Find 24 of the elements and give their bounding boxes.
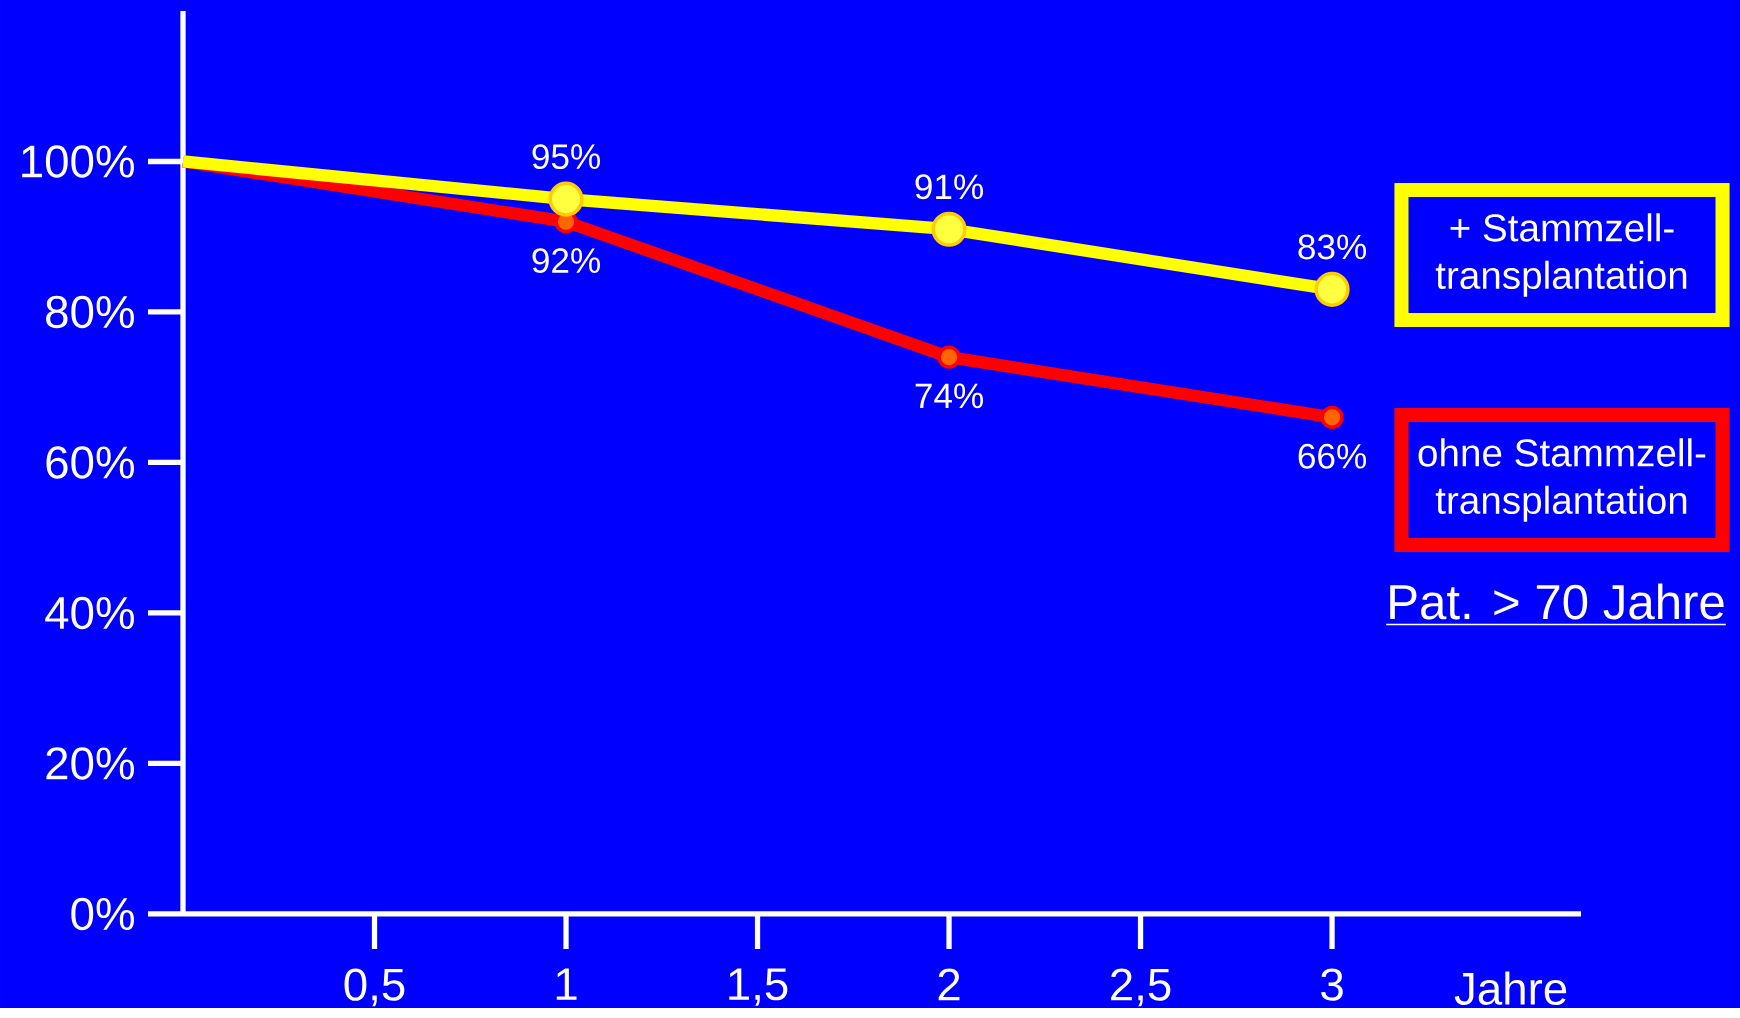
- y-tick-label: 0%: [71, 897, 134, 931]
- x-axis-title: Jahre: [1454, 971, 1567, 1005]
- data-label: 66%: [1298, 443, 1366, 469]
- data-label: 91%: [915, 174, 983, 200]
- text: ohne Stammzell-transplantation: [1418, 438, 1706, 522]
- x-tick-label: 3: [1321, 968, 1343, 1001]
- x-tick-label: 1: [556, 968, 577, 1000]
- x-tick-label: 2,5: [1111, 968, 1171, 1007]
- y-tick-label: 20%: [46, 747, 134, 780]
- point: [937, 345, 961, 369]
- annotation: Pat. > 70 Jahre: [1390, 583, 1724, 620]
- y-tick-label: 40%: [45, 596, 134, 630]
- y-tick-label: 80%: [46, 295, 134, 329]
- data-label: 95%: [532, 144, 600, 170]
- x-tick-label: 2: [938, 968, 960, 1001]
- point: [1320, 405, 1344, 429]
- y-tick-label: 100%: [22, 145, 134, 178]
- x-tick-label: 1,5: [729, 968, 788, 1006]
- data-label: 83%: [1298, 234, 1366, 260]
- data-label: 74%: [915, 383, 983, 409]
- x-tick-label: 0,5: [344, 968, 405, 1007]
- y-tick-label: 60%: [46, 446, 134, 479]
- text: + Stammzell-transplantation: [1435, 213, 1687, 297]
- data-label: 92%: [532, 248, 600, 274]
